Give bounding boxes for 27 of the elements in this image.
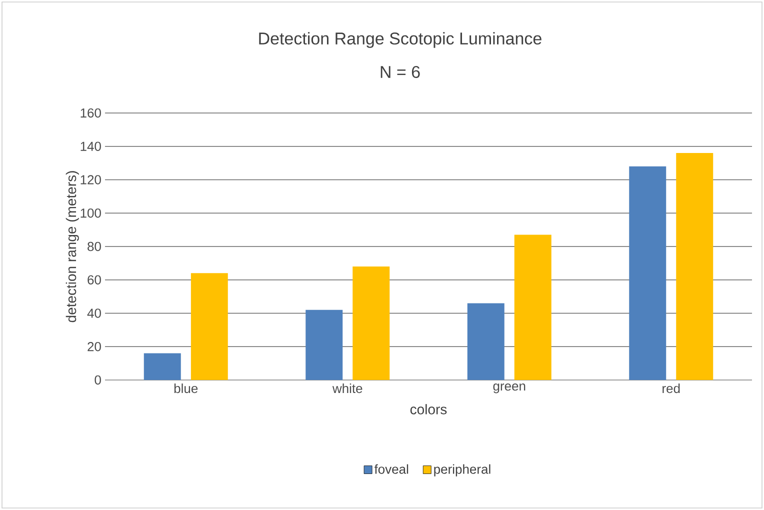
bar	[514, 234, 552, 380]
bar	[352, 266, 390, 380]
x-tick-label: green	[493, 384, 526, 394]
y-tick-label: 0	[94, 375, 101, 385]
legend-label: peripheral	[434, 464, 490, 476]
x-axis-title: colors	[410, 404, 447, 414]
y-tick-label: 60	[88, 275, 101, 284]
y-tick-label: 40	[87, 308, 101, 318]
bar	[306, 310, 343, 380]
y-axis-title: detection range (meters)	[66, 171, 79, 322]
y-tick-label: 80	[88, 242, 101, 252]
bar	[629, 166, 666, 380]
chart-title: Detection Range Scotopic Luminance	[259, 32, 542, 48]
y-tick-label: 120	[80, 175, 101, 184]
chart-subtitle: N = 6	[380, 66, 420, 78]
bar	[144, 353, 181, 380]
y-tick-label: 160	[80, 108, 101, 118]
y-tick-label: 140	[80, 142, 101, 151]
x-tick-label: white	[332, 384, 362, 394]
legend-label: foveal	[374, 464, 408, 474]
x-tick-label: red	[662, 384, 680, 394]
x-tick-label: blue	[174, 384, 198, 394]
bar	[467, 303, 504, 380]
bar	[190, 273, 228, 380]
y-tick-label: 20	[88, 342, 101, 352]
bar	[676, 153, 714, 380]
y-tick-label: 100	[80, 208, 101, 218]
